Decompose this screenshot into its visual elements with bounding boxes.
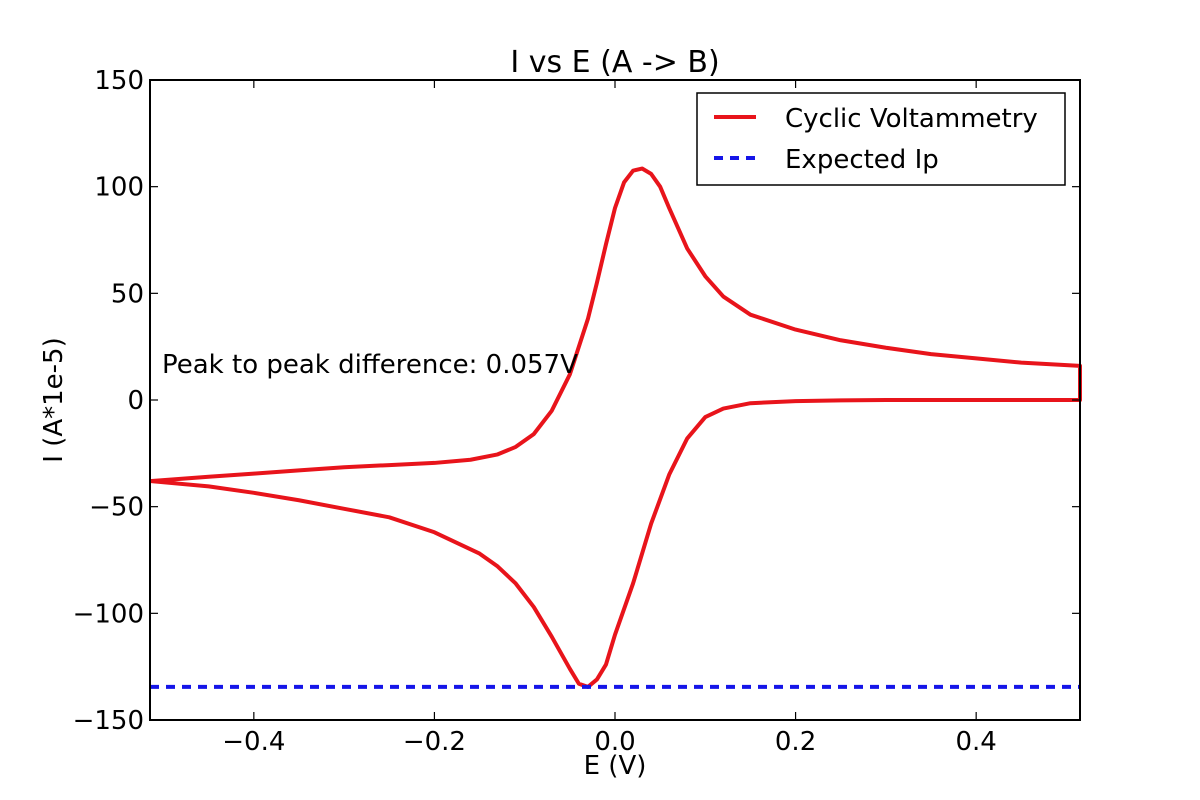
series-line-cyclic-voltammetry [149,166,1082,689]
y-tick-label: −50 [89,493,144,523]
x-tick-label: −0.2 [403,727,466,757]
peak-difference-annotation: Peak to peak difference: 0.057V [162,350,578,380]
x-tick-label: 0.2 [775,727,816,757]
x-axis-label: E (V) [584,751,647,781]
plot-area [149,166,1082,689]
y-tick-label: 50 [111,279,144,309]
tick-marks [150,79,1080,721]
y-tick-label: 0 [127,386,144,416]
y-tick-label: 150 [94,66,144,96]
y-tick-label: −150 [73,706,144,736]
x-tick-label: 0.0 [594,727,635,757]
legend-label-expected-ip: Expected Ip [785,145,939,175]
legend: Cyclic Voltammetry Expected Ip [696,92,1066,186]
y-axis-label: I (A*1e-5) [39,337,69,462]
legend-box [696,92,1066,186]
y-tick-label: −100 [73,599,144,629]
chart-title: I vs E (A -> B) [510,45,719,80]
x-tick-label: −0.4 [222,727,285,757]
x-tick-label: 0.4 [955,727,996,757]
y-tick-label: 100 [94,173,144,203]
tick-labels: −0.4 −0.2 0.0 0.2 0.4 150 100 50 0 −50 −100 −150 [73,66,997,757]
legend-label-cv: Cyclic Voltammetry [785,104,1038,134]
